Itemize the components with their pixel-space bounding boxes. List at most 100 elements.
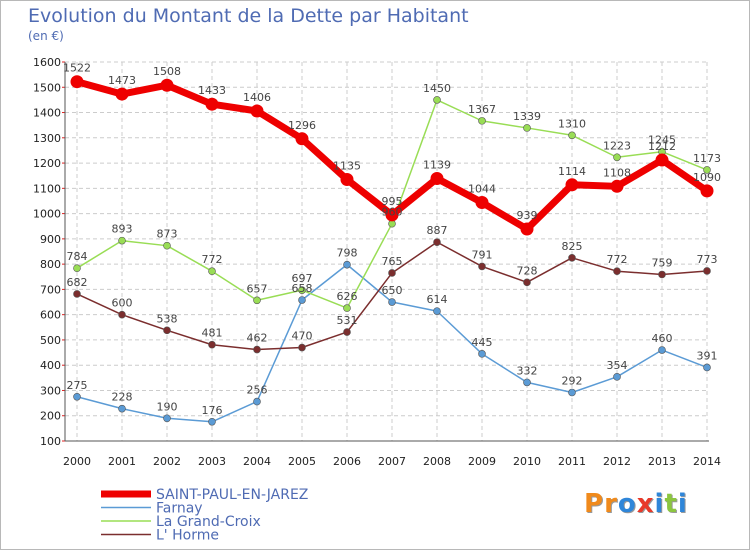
data-label: 697 [292, 272, 313, 285]
data-point [73, 264, 81, 272]
data-label: 1135 [333, 159, 361, 172]
data-label: 256 [247, 384, 268, 397]
data-point [613, 373, 621, 381]
y-tick-label: 300 [40, 384, 61, 397]
y-tick-label: 600 [40, 309, 61, 322]
data-label: 772 [607, 253, 628, 266]
data-label: 893 [112, 223, 133, 236]
logo-letter: r [604, 489, 618, 519]
data-label: 650 [382, 284, 403, 297]
data-point [118, 310, 126, 319]
data-label: 784 [67, 250, 88, 263]
data-point [433, 238, 441, 246]
data-point [658, 270, 666, 279]
data-label: 1508 [153, 65, 181, 78]
chart-unit-label: (en €) [28, 29, 64, 43]
y-tick-label: 1500 [33, 81, 61, 94]
data-point [568, 254, 576, 262]
data-label: 332 [517, 364, 538, 377]
data-label: 292 [562, 374, 583, 387]
data-point [565, 178, 579, 192]
data-label: 682 [67, 276, 88, 289]
data-point [73, 290, 81, 298]
data-label: 1090 [693, 171, 721, 184]
data-point [613, 267, 621, 276]
x-tick-label: 2003 [198, 455, 226, 468]
data-label: 939 [517, 209, 538, 222]
data-label: 614 [427, 293, 448, 306]
x-tick-label: 2005 [288, 455, 316, 468]
data-label: 960 [382, 206, 403, 219]
chart-title: Evolution du Montant de la Dette par Hab… [28, 5, 469, 27]
x-tick-label: 2013 [648, 455, 676, 468]
data-label: 728 [517, 264, 538, 277]
y-tick-label: 1200 [33, 157, 61, 170]
data-label: 470 [292, 330, 313, 343]
data-label: 1114 [558, 165, 586, 178]
data-point [208, 417, 216, 426]
data-point [430, 171, 444, 185]
y-tick-label: 1400 [33, 107, 61, 120]
x-tick-label: 2006 [333, 455, 361, 468]
data-label: 176 [202, 404, 223, 417]
data-label: 1367 [468, 103, 496, 116]
data-point [298, 286, 306, 294]
data-label: 759 [652, 256, 673, 269]
data-point [388, 298, 396, 306]
data-label: 1296 [288, 119, 316, 132]
y-tick-label: 900 [40, 233, 61, 246]
data-label: 658 [292, 282, 313, 295]
x-tick-label: 2002 [153, 455, 181, 468]
data-point [343, 304, 351, 312]
data-point [478, 262, 486, 271]
y-tick-label: 700 [40, 283, 61, 296]
series-lines [70, 75, 714, 426]
data-point [478, 350, 486, 358]
y-tick-label: 400 [40, 359, 61, 372]
y-tick-label: 1000 [33, 208, 61, 221]
data-point [298, 296, 306, 304]
data-point [568, 388, 576, 397]
data-label: 791 [472, 248, 493, 261]
data-label: 657 [247, 282, 268, 295]
data-point [298, 343, 306, 352]
data-point [295, 132, 309, 146]
data-label: 354 [607, 359, 628, 372]
data-label: 772 [202, 253, 223, 266]
logo-letter: x [636, 489, 655, 519]
axes: 1002003004005006007008009001000110012001… [33, 56, 721, 468]
data-label: 1173 [693, 152, 721, 165]
data-point [343, 328, 351, 336]
data-label: 1139 [423, 158, 451, 171]
y-tick-label: 500 [40, 334, 61, 347]
data-point [253, 345, 261, 354]
data-point [610, 179, 624, 193]
data-label: 1406 [243, 91, 271, 104]
grid-lines [65, 61, 709, 442]
data-point [568, 131, 576, 140]
data-point [523, 278, 531, 287]
x-tick-label: 2014 [693, 455, 721, 468]
data-point [73, 392, 81, 401]
data-point [205, 97, 219, 111]
data-label: 481 [202, 327, 223, 340]
data-label: 626 [337, 290, 358, 303]
x-tick-label: 2004 [243, 455, 271, 468]
data-point [523, 378, 531, 387]
x-tick-label: 2007 [378, 455, 406, 468]
data-label: 1473 [108, 74, 136, 87]
logo-letter: P [584, 489, 605, 519]
data-point [118, 236, 126, 245]
data-label: 1223 [603, 139, 631, 152]
data-point [160, 78, 174, 92]
data-point [658, 346, 666, 354]
x-tick-label: 2001 [108, 455, 136, 468]
data-point [163, 326, 171, 335]
data-label: 1108 [603, 166, 631, 179]
logo-letter: i [677, 489, 688, 519]
data-label: 798 [337, 247, 358, 260]
data-label: 275 [67, 379, 88, 392]
data-label: 1339 [513, 110, 541, 123]
